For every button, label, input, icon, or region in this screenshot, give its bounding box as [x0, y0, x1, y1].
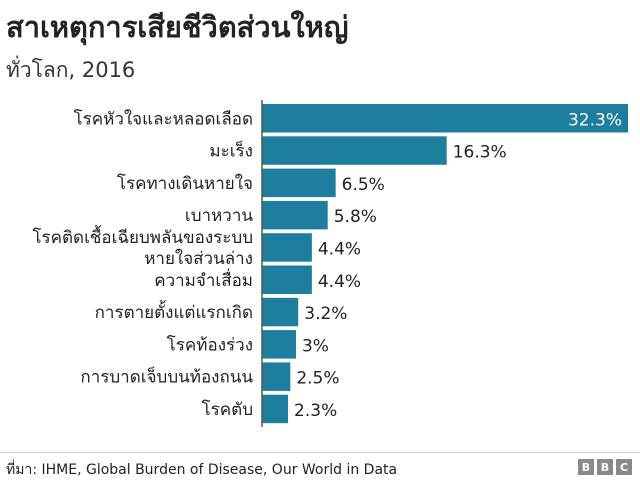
- value-label-9: 2.3%: [294, 401, 337, 421]
- value-label-3: 5.8%: [334, 207, 377, 227]
- bar-6: [262, 297, 299, 327]
- bbc-logo-letter-b2: B: [597, 459, 613, 475]
- chart-title: สาเหตุการเสียชีวิตส่วนใหญ่: [6, 10, 349, 44]
- category-label-4-line-0: โรคติดเชื้อเฉียบพลันของระบบ: [32, 225, 253, 248]
- bar-chart: โรคหัวใจและหลอดเลือด 32.3% มะเร็ง 16.3% โรคท…: [32, 100, 628, 427]
- category-label-6: การตายตั้งแต่แรกเกิด: [95, 300, 253, 323]
- value-label-6: 3.2%: [304, 304, 347, 324]
- footer-divider: [0, 452, 640, 453]
- category-label-7: โรคท้องร่วง: [167, 334, 253, 355]
- value-label-0: 32.3%: [568, 110, 622, 130]
- bar-2: [262, 168, 336, 198]
- value-label-4: 4.4%: [318, 239, 361, 259]
- chart-subtitle: ทั่วโลก, 2016: [6, 58, 136, 82]
- bar-4: [262, 233, 312, 262]
- category-label-0: โรคหัวใจและหลอดเลือด: [73, 108, 253, 129]
- category-label-5: ความจำเสื่อม: [154, 268, 253, 291]
- category-label-1: มะเร็ง: [209, 140, 253, 162]
- bar-1: [262, 136, 447, 165]
- category-label-2: โรคทางเดินหายใจ: [117, 173, 253, 194]
- value-label-7: 3%: [302, 336, 329, 356]
- category-label-8: การบาดเจ็บบนท้องถนน: [80, 366, 253, 388]
- category-label-4-line-1: หายใจส่วนล่าง: [144, 248, 253, 269]
- category-label-9: โรคตับ: [202, 399, 253, 420]
- bbc-logo-letter-c: C: [616, 459, 632, 475]
- value-label-2: 6.5%: [342, 175, 385, 195]
- value-label-8: 2.5%: [296, 369, 339, 389]
- value-label-1: 16.3%: [453, 143, 507, 163]
- source-note: ที่มา: IHME, Global Burden of Disease, O…: [6, 462, 398, 478]
- bar-7: [262, 330, 296, 359]
- bar-9: [262, 394, 289, 424]
- category-label-3: เบาหวาน: [185, 206, 253, 226]
- value-label-5: 4.4%: [318, 272, 361, 292]
- bbc-logo: B B C: [578, 459, 632, 475]
- bbc-logo-letter-b1: B: [578, 459, 594, 475]
- bar-8: [262, 362, 291, 391]
- bar-3: [262, 200, 328, 230]
- bar-5: [262, 265, 312, 294]
- bar-0: [262, 104, 628, 133]
